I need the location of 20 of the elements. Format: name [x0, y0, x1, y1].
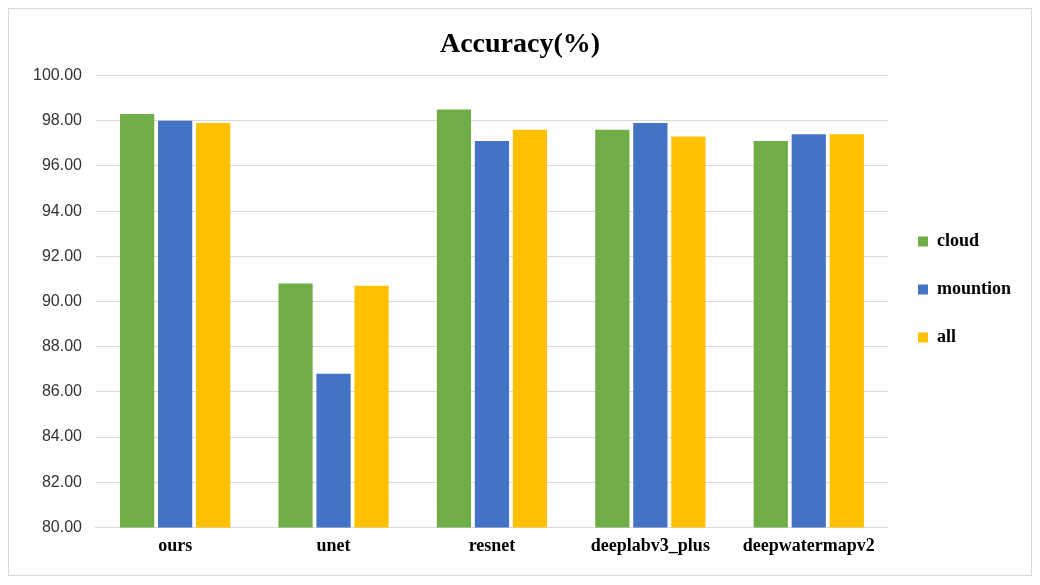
- x-tick-label: deeplabv3_plus: [590, 534, 710, 555]
- x-tick-label: unet: [316, 534, 351, 555]
- y-tick-label: 94.00: [41, 201, 83, 219]
- y-tick-label: 86.00: [41, 382, 83, 400]
- y-tick-label: 98.00: [41, 111, 83, 129]
- y-tick-label: 92.00: [41, 246, 83, 264]
- chart-title: Accuracy(%): [439, 27, 601, 59]
- legend-label: mountion: [936, 278, 1012, 299]
- legend-label: all: [936, 326, 956, 347]
- y-tick-label: 84.00: [41, 427, 83, 445]
- y-tick-label: 90.00: [41, 291, 83, 309]
- legend-label: cloud: [936, 230, 979, 251]
- y-tick-label: 96.00: [41, 156, 83, 174]
- x-tick-label: ours: [158, 534, 193, 555]
- y-tick-label: 100.00: [33, 66, 83, 84]
- x-tick-label: deepwatermapv2: [742, 534, 875, 555]
- y-tick-label: 82.00: [41, 472, 83, 490]
- x-tick-label: resnet: [468, 534, 516, 555]
- y-tick-label: 80.00: [41, 517, 83, 535]
- y-tick-label: 88.00: [41, 337, 83, 355]
